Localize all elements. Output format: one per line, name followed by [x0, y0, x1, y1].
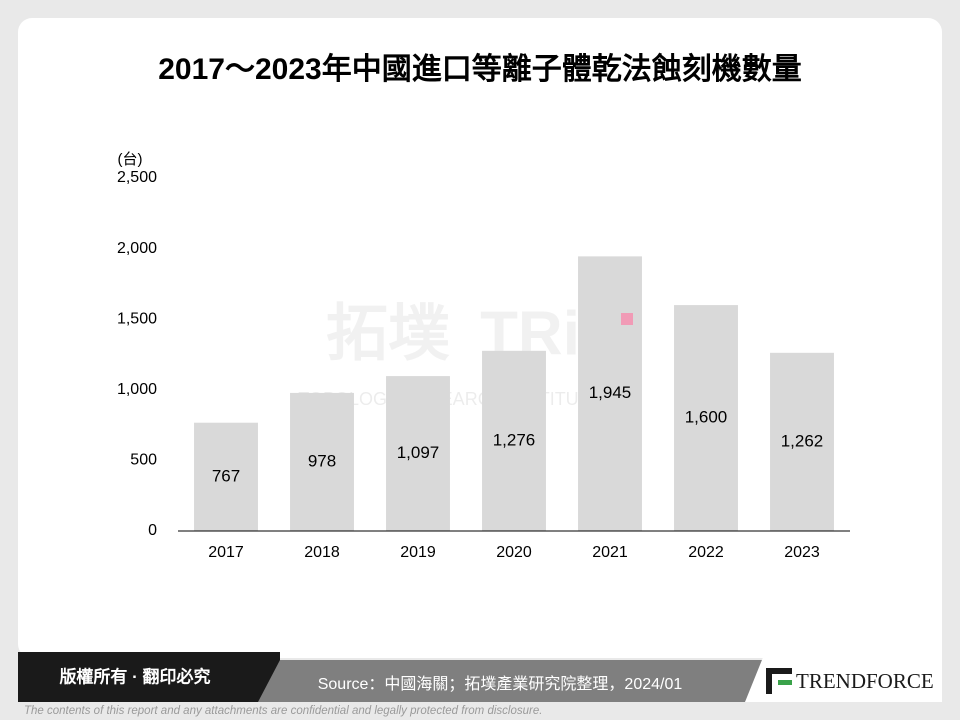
x-tick-label: 2023 — [784, 544, 820, 561]
brand: TRENDFORCE — [796, 669, 934, 693]
logo-icon — [766, 668, 772, 694]
watermark-logo: 拓墣 — [326, 299, 450, 368]
data-label: 767 — [212, 466, 240, 485]
y-tick-label: 0 — [148, 522, 157, 539]
data-label: 1,262 — [781, 431, 824, 450]
data-label: 1,600 — [685, 408, 728, 427]
x-tick-label: 2019 — [400, 544, 436, 561]
y-tick-label: 500 — [130, 452, 157, 469]
data-label: 978 — [308, 451, 336, 470]
x-tick-label: 2018 — [304, 544, 340, 561]
rights-text: 版權所有 · 翻印必究 — [59, 666, 210, 686]
data-label: 1,945 — [589, 383, 632, 402]
x-tick-label: 2020 — [496, 544, 532, 561]
y-tick-label: 1,500 — [117, 310, 157, 327]
logo-band — [745, 640, 942, 702]
data-label: 1,276 — [493, 430, 536, 449]
disclaimer: The contents of this report and any atta… — [24, 705, 542, 717]
y-tick-label: 1,000 — [117, 381, 157, 398]
bar — [290, 392, 354, 531]
bar — [482, 350, 546, 531]
bar — [674, 305, 738, 531]
y-tick-label: 2,500 — [117, 169, 157, 186]
bar — [386, 376, 450, 531]
logo-icon — [778, 680, 792, 685]
x-tick-label: 2017 — [208, 544, 244, 561]
rights-band — [18, 652, 280, 702]
y-tick-label: 2,000 — [117, 240, 157, 257]
decor-square — [621, 313, 633, 325]
plot: 0 500 1,000 1,500 2,000 2,500 2017 767 2018 978 20… — [117, 169, 850, 561]
x-tick-label: 2021 — [592, 544, 628, 561]
y-axis-unit: (台) — [118, 151, 143, 168]
source-text: Source：中國海關；拓墣產業研究院整理，2024/01 — [318, 675, 683, 693]
bar — [194, 422, 258, 531]
data-label: 1,097 — [397, 443, 440, 462]
bar — [770, 352, 834, 531]
logo-icon — [766, 668, 792, 674]
source-band — [258, 660, 770, 702]
bar — [578, 256, 642, 531]
x-tick-label: 2022 — [688, 544, 724, 561]
chart-title: 2017～2023年中國進口等離子體乾法蝕刻機數量 — [158, 52, 801, 86]
